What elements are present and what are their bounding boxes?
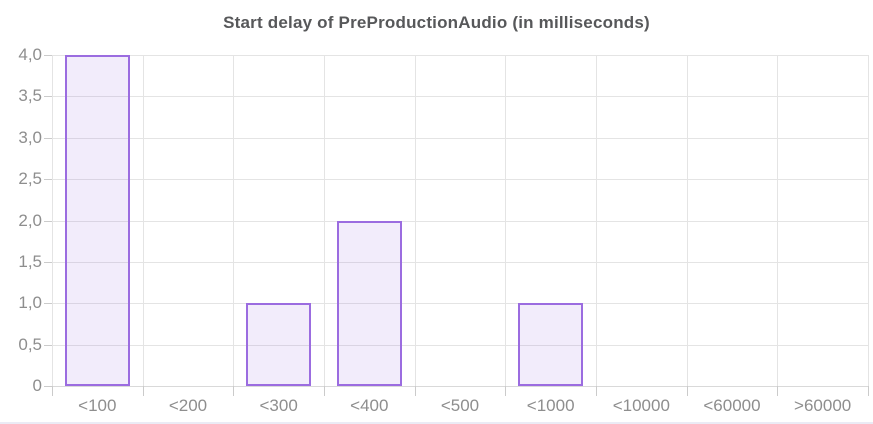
h-gridline <box>52 344 868 346</box>
y-axis-tick <box>44 179 52 181</box>
x-axis-tick <box>414 386 416 396</box>
h-gridline <box>52 137 868 139</box>
y-tick-label: 3,0 <box>18 127 42 147</box>
v-gridline <box>52 55 53 386</box>
v-gridline <box>233 55 235 386</box>
y-tick-label: 1,5 <box>18 251 42 271</box>
bar-<100 <box>64 55 130 386</box>
chart-title: Start delay of PreProductionAudio (in mi… <box>223 13 650 32</box>
bar-<400 <box>336 220 402 386</box>
v-gridline <box>686 55 688 386</box>
x-axis-tick <box>686 386 688 396</box>
x-axis-tick <box>777 386 779 396</box>
x-axis-tick <box>52 386 53 396</box>
v-gridline <box>142 55 144 386</box>
v-gridline <box>324 55 325 386</box>
y-tick-label: 1,0 <box>18 293 42 313</box>
y-axis-tick <box>44 303 52 305</box>
y-axis-tick <box>44 137 52 139</box>
x-tick-label: >60000 <box>794 396 852 415</box>
x-axis-tick <box>505 386 507 396</box>
y-tick-label: 0,5 <box>18 334 42 354</box>
y-tick-label: 2,0 <box>18 210 42 230</box>
v-gridline <box>868 55 869 386</box>
y-axis-tick <box>44 96 52 98</box>
y-tick-label: 3,5 <box>18 86 42 106</box>
x-axis-tick <box>324 386 325 396</box>
v-gridline <box>505 55 507 386</box>
x-axis-tick <box>233 386 235 396</box>
y-axis-tick <box>44 220 52 222</box>
plot-area <box>52 55 869 387</box>
v-gridline <box>414 55 416 386</box>
v-gridline <box>777 55 779 386</box>
h-gridline <box>52 303 868 305</box>
y-tick-label: 4,0 <box>18 45 42 64</box>
y-axis-tick <box>44 344 52 346</box>
x-tick-label: <300 <box>259 396 298 415</box>
h-gridline <box>52 179 868 181</box>
y-tick-label: 0 <box>32 376 42 395</box>
h-gridline <box>52 386 868 387</box>
bar-<300 <box>246 303 312 386</box>
h-gridline <box>52 55 868 56</box>
x-tick-label: <10000 <box>612 396 670 415</box>
y-axis-tick <box>44 261 52 263</box>
y-tick-label: 2,5 <box>18 169 42 189</box>
h-gridline <box>52 261 868 263</box>
h-gridline <box>52 96 868 98</box>
x-tick-label: <200 <box>168 396 208 415</box>
x-axis-tick <box>868 386 869 396</box>
x-tick-label: <1000 <box>526 396 575 415</box>
y-axis-tick <box>44 386 52 387</box>
x-tick-label: <60000 <box>703 396 761 415</box>
x-tick-label: <100 <box>78 396 117 415</box>
bar-<1000 <box>518 303 584 386</box>
x-tick-label: <400 <box>350 396 389 415</box>
x-axis-tick <box>596 386 597 396</box>
x-axis-tick <box>142 386 144 396</box>
v-gridline <box>596 55 597 386</box>
x-tick-label: <500 <box>440 396 480 415</box>
y-axis-tick <box>44 55 52 56</box>
h-gridline <box>52 220 868 222</box>
